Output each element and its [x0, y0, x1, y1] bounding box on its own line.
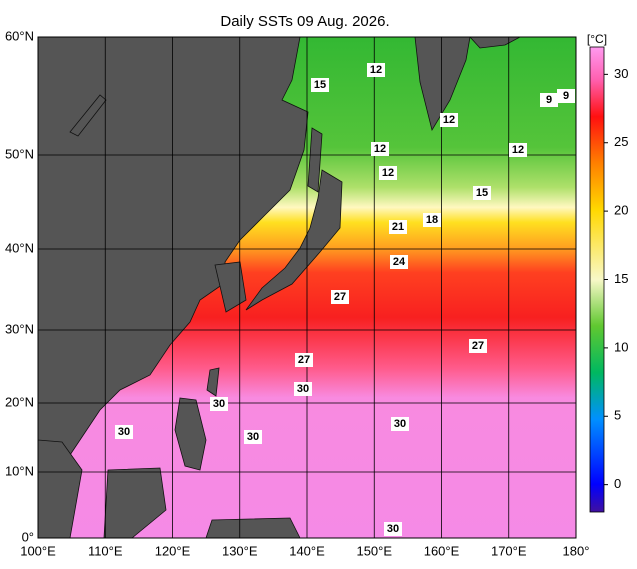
colorbar-tick-label: 25 — [614, 134, 628, 149]
contour-label: 30 — [297, 383, 309, 395]
contour-label: 24 — [393, 256, 406, 268]
contour-label-box — [423, 213, 441, 227]
map-frame — [37, 36, 577, 539]
colorbar-tick-label: 5 — [614, 408, 621, 423]
colorbar-tick-label: 0 — [614, 476, 621, 491]
x-tick-label: 100°E — [20, 543, 56, 558]
contour-label: 30 — [118, 426, 130, 438]
x-tick-label: 130°E — [222, 543, 258, 558]
colorbar-tick-label: 15 — [614, 271, 628, 286]
contour-label-box — [295, 353, 313, 367]
y-tick-label: 50°N — [5, 146, 34, 161]
contour-label: 15 — [314, 79, 326, 91]
contour-label-box — [557, 89, 575, 103]
colorbar — [589, 46, 605, 513]
contour-label-box — [311, 78, 329, 92]
y-tick-label: 40°N — [5, 240, 34, 255]
contour-label: 12 — [370, 64, 382, 76]
contour-label-box — [384, 522, 402, 536]
contour-label-box — [440, 113, 458, 127]
contour-label: 27 — [334, 291, 346, 303]
colorbar-tick-label: 30 — [614, 66, 628, 81]
contour-label: 30 — [394, 418, 406, 430]
x-tick-label: 120°E — [155, 543, 191, 558]
colorbar-tick-label: 10 — [614, 339, 628, 354]
colorbar-unit: [°C] — [587, 32, 607, 46]
contour-label-box — [115, 425, 133, 439]
contour-label-box — [367, 63, 385, 77]
contour-label: 21 — [392, 221, 404, 233]
contour-label-box — [540, 93, 558, 107]
contour-label-box — [371, 142, 389, 156]
contour-label: 12 — [512, 144, 524, 156]
x-tick-label: 180° — [563, 543, 590, 558]
contour-label-box — [331, 290, 349, 304]
x-tick-label: 110°E — [88, 543, 123, 558]
x-tick-label: 150°E — [356, 543, 392, 558]
y-tick-label: 20°N — [5, 394, 34, 409]
contour-label: 27 — [298, 354, 310, 366]
contour-label-box — [473, 186, 491, 200]
contour-label: 12 — [374, 143, 386, 155]
contour-label-box — [379, 166, 397, 180]
contour-label-box — [390, 255, 408, 269]
contour-label-box — [509, 143, 527, 157]
y-tick-label: 10°N — [5, 463, 34, 478]
colorbar-tick-label: 20 — [614, 203, 628, 218]
y-tick-label: 30°N — [5, 321, 34, 336]
title: Daily SSTs 09 Aug. 2026. — [220, 13, 389, 30]
contour-label-box — [469, 339, 487, 353]
contour-label-box — [210, 397, 228, 411]
contour-label-box — [391, 417, 409, 431]
contour-label: 27 — [472, 340, 484, 352]
contour-label: 9 — [563, 90, 569, 102]
contour-label: 12 — [382, 167, 394, 179]
contour-label-box — [389, 220, 407, 234]
contour-label: 9 — [546, 94, 552, 106]
contour-label: 30 — [387, 523, 399, 535]
x-tick-label: 170°E — [491, 543, 527, 558]
contour-label: 30 — [247, 431, 259, 443]
x-tick-label: 160°E — [424, 543, 460, 558]
y-tick-label: 0° — [22, 529, 34, 544]
y-tick-label: 60°N — [5, 28, 34, 43]
contour-label-box — [294, 382, 312, 396]
contour-label: 30 — [213, 398, 225, 410]
contour-label: 12 — [443, 114, 455, 126]
contour-label-box — [244, 430, 262, 444]
x-tick-label: 140°E — [289, 543, 325, 558]
contour-label: 15 — [476, 187, 488, 199]
contour-label: 18 — [426, 214, 438, 226]
